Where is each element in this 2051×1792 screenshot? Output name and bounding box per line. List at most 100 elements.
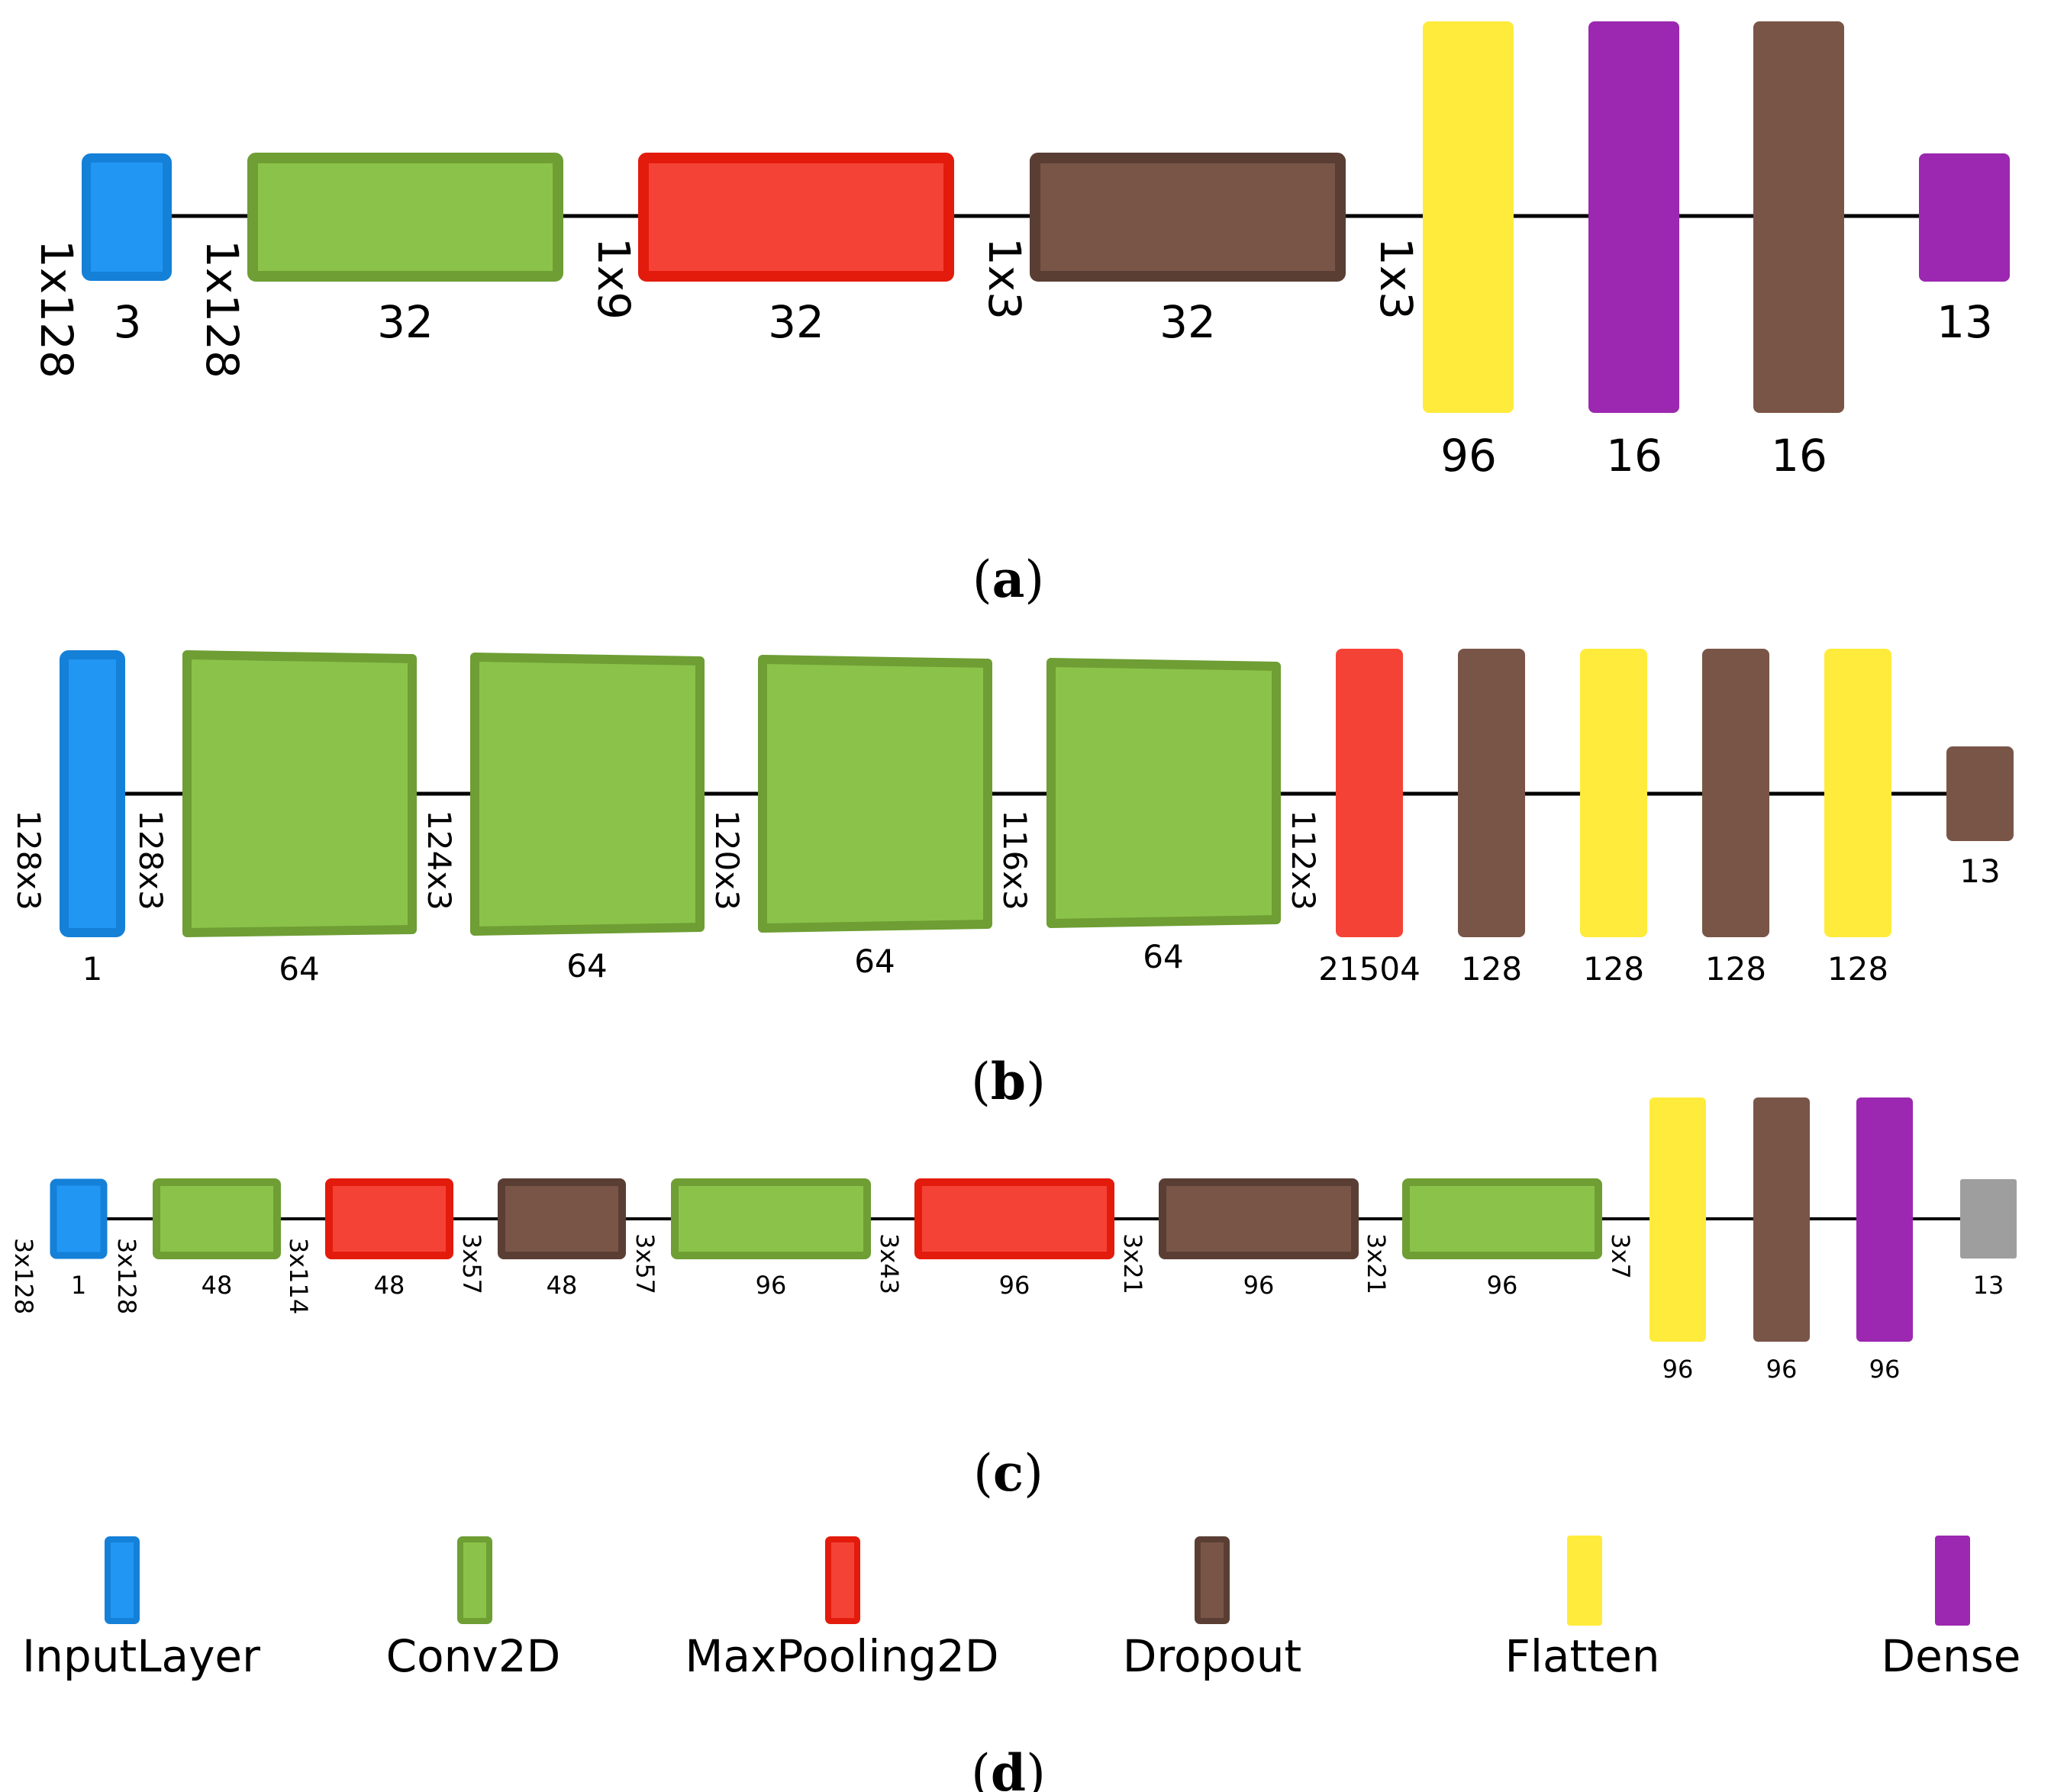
- a-pool-layer: [638, 153, 954, 282]
- b-output-layer: [1946, 746, 2014, 841]
- b-conv-layer-2: [470, 653, 705, 936]
- b-flatten-layer-2: [1824, 649, 1891, 937]
- c-shape-label: 3x114: [284, 1238, 313, 1314]
- c-pool-2-units: 96: [999, 1271, 1030, 1300]
- b-flatten-layer-1: [1580, 649, 1647, 937]
- panel-c-caption-letter: c: [993, 1443, 1024, 1503]
- b-shape-label: 116x3: [996, 810, 1034, 911]
- c-conv-2-units: 96: [756, 1271, 787, 1300]
- c-shape-label: 3x57: [630, 1233, 659, 1294]
- legend-label-input: InputLayer: [22, 1630, 260, 1682]
- legend-label-dense: Dense: [1881, 1630, 2020, 1682]
- c-conv-layer-1: [153, 1178, 281, 1259]
- a-input-layer: [82, 153, 172, 281]
- c-dropout-2-units: 96: [1243, 1271, 1275, 1300]
- b-pool-units: 21504: [1318, 950, 1421, 988]
- a-dense-layer: [1588, 21, 1679, 413]
- c-shape-label: 3x128: [9, 1238, 38, 1314]
- c-output-layer: [1960, 1179, 2017, 1259]
- b-shape-label: 128x3: [10, 810, 47, 911]
- a-pool-units: 32: [768, 296, 824, 348]
- panel-c: 1 48 48 48 96 96 96 96 96 96 96 13 3x128…: [9, 1097, 2017, 1503]
- c-pool-1-units: 48: [374, 1271, 405, 1300]
- c-shape-label: 3x21: [1362, 1233, 1391, 1294]
- b-shape-label: 124x3: [421, 810, 458, 911]
- c-dropout-3-units: 96: [1766, 1355, 1798, 1384]
- c-input-layer: [50, 1178, 108, 1259]
- panel-a: 3 32 32 32 96 16 16 13 1x128 1x128 1x9 1…: [31, 21, 2010, 609]
- c-dense-layer: [1856, 1097, 1913, 1342]
- a-dense-output-layer: [1919, 153, 2010, 282]
- b-output-units: 13: [1959, 852, 2000, 890]
- c-dense-units: 96: [1869, 1355, 1901, 1384]
- a-conv-units: 32: [377, 296, 434, 348]
- legend-swatch-input: [105, 1536, 140, 1624]
- a-dropout-2-units: 16: [1771, 430, 1827, 482]
- c-pool-layer-2: [914, 1178, 1114, 1259]
- b-flatten-1-units: 128: [1583, 950, 1644, 988]
- c-dropout-layer-3: [1753, 1097, 1810, 1342]
- b-conv-layer-1: [182, 650, 417, 937]
- panel-b-caption: (b): [971, 1052, 1046, 1111]
- b-shape-label: 128x3: [132, 810, 169, 911]
- legend-swatch-dropout: [1195, 1536, 1230, 1624]
- panel-d-caption-letter: d: [991, 1743, 1026, 1792]
- c-output-units: 13: [1973, 1271, 2004, 1300]
- legend-label-pool: MaxPooling2D: [685, 1630, 998, 1682]
- c-shape-label: 3x7: [1606, 1233, 1635, 1279]
- c-dropout-1-units: 48: [547, 1271, 578, 1300]
- legend-label-flatten: Flatten: [1505, 1630, 1660, 1682]
- b-flatten-2-units: 128: [1827, 950, 1888, 988]
- a-output-units: 13: [1937, 296, 1993, 348]
- b-input-units: 1: [82, 950, 103, 988]
- a-shape-label: 1x128: [31, 240, 82, 379]
- c-conv-layer-3: [1402, 1178, 1602, 1259]
- b-conv-layer-4: [1046, 658, 1281, 928]
- panel-b-caption-letter: b: [991, 1052, 1026, 1111]
- a-dropout-layer: [1030, 153, 1346, 282]
- b-pool-layer: [1336, 649, 1403, 937]
- a-dropout-units: 32: [1159, 296, 1216, 348]
- panel-a-caption: (a): [972, 550, 1044, 609]
- c-dropout-layer-1: [498, 1178, 626, 1259]
- c-input-units: 1: [71, 1271, 86, 1300]
- legend-swatch-pool: [825, 1536, 860, 1624]
- b-conv-1-units: 64: [279, 950, 319, 988]
- b-dropout-2-units: 128: [1705, 950, 1766, 988]
- a-shape-label: 1x128: [196, 240, 248, 379]
- a-input-units: 3: [114, 296, 142, 348]
- legend-swatch-dense: [1935, 1536, 1970, 1626]
- c-conv-layer-2: [671, 1178, 871, 1259]
- panel-c-caption: (c): [973, 1443, 1043, 1503]
- b-dropout-layer-1: [1458, 649, 1525, 937]
- a-shape-label: 1x9: [588, 237, 640, 320]
- a-shape-label: 1x3: [979, 237, 1030, 320]
- c-shape-label: 3x21: [1118, 1233, 1147, 1294]
- legend-swatch-flatten: [1567, 1536, 1602, 1626]
- panel-a-caption-letter: a: [992, 550, 1025, 609]
- legend-swatch-conv: [457, 1536, 492, 1624]
- b-conv-2-units: 64: [566, 947, 607, 985]
- b-conv-layer-3: [758, 655, 992, 933]
- legend: InputLayer Conv2D MaxPooling2D Dropout F…: [22, 1536, 2021, 1792]
- legend-label-dropout: Dropout: [1123, 1630, 1302, 1682]
- c-shape-label: 3x43: [875, 1233, 904, 1294]
- c-flatten-layer: [1650, 1097, 1706, 1342]
- a-dropout-layer-2: [1753, 21, 1844, 413]
- b-input-layer: [60, 650, 125, 937]
- c-shape-label: 3x128: [112, 1238, 141, 1314]
- a-conv-layer: [247, 153, 563, 282]
- a-flatten-units: 96: [1440, 430, 1497, 482]
- c-conv-1-units: 48: [202, 1271, 233, 1300]
- panel-d-caption: (d): [971, 1743, 1046, 1792]
- b-conv-4-units: 64: [1143, 938, 1183, 975]
- c-conv-3-units: 96: [1487, 1271, 1518, 1300]
- b-conv-3-units: 64: [854, 943, 895, 980]
- c-shape-label: 3x57: [457, 1233, 486, 1294]
- b-dropout-layer-2: [1702, 649, 1769, 937]
- b-dropout-1-units: 128: [1461, 950, 1522, 988]
- a-flatten-layer: [1423, 21, 1514, 413]
- panel-b: 1 64 64 64 64 21504 128 128 128 128 13 1…: [10, 649, 2014, 1111]
- a-shape-label: 1x3: [1370, 237, 1422, 320]
